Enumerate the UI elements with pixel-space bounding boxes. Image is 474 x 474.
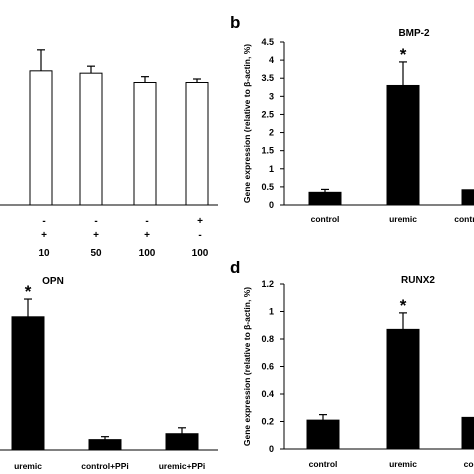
panel-d-category-label: control (464, 459, 474, 469)
panel-d-letter: d (230, 258, 240, 277)
panel-b-y-tick-label: 4.5 (261, 37, 274, 47)
panel-d-y-tick-label: 0.2 (261, 417, 274, 427)
panel-b-letter: b (230, 13, 240, 32)
panel-d-y-axis-label: Gene expression (relative to β-actin, %) (242, 287, 252, 446)
panel-a-condition-label: + (144, 230, 150, 241)
panel-b-category-label: uremic (389, 214, 417, 224)
panel-c-category-label: control+PPi (81, 461, 128, 471)
panel-d-significance-star: * (400, 296, 407, 315)
panel-d-y-tick-label: 0.8 (261, 334, 274, 344)
panel-c-title: OPN (42, 276, 64, 287)
panel-d-y-tick-label: 0.4 (261, 389, 274, 399)
panel-d-category-label: uremic (389, 459, 417, 469)
panel-d-bar (306, 419, 340, 450)
panel-a: - - - + + + + - 10 50 100 100 (0, 49, 218, 259)
panel-b-significance-star: * (400, 45, 407, 64)
panel-d: d RUNX2 Gene expression (relative to β-act… (230, 258, 474, 469)
panel-a-condition-label: - (145, 216, 148, 227)
panel-b-title: BMP-2 (398, 28, 430, 39)
panel-c-category-label: uremic (14, 461, 42, 471)
panel-b-bar (461, 189, 474, 206)
panel-b-y-tick-label: 1.5 (261, 146, 274, 156)
panel-a-condition-label: 100 (139, 248, 156, 259)
panel-d-y-tick-label: 0.6 (261, 362, 274, 372)
panel-b-bar (308, 191, 342, 206)
panel-a-condition-label: - (94, 216, 97, 227)
panel-b-y-tick-label: 1 (269, 164, 274, 174)
panel-a-condition-label: 10 (38, 248, 50, 259)
panel-b-category-label: control (311, 214, 340, 224)
panel-a-condition-label: + (93, 230, 99, 241)
panel-b-y-tick-label: 2.5 (261, 109, 274, 119)
panel-b-y-tick-label: 2 (269, 128, 274, 138)
panel-b-y-axis-label: Gene expression (relative to β-actin, %) (242, 44, 252, 203)
panel-d-title: RUNX2 (401, 275, 435, 286)
panel-a-bar (29, 70, 53, 206)
panel-d-bar (461, 416, 474, 450)
panel-b-y-tick-label: 3 (269, 91, 274, 101)
panel-a-bar (185, 82, 209, 206)
panel-b-y-tick-label: 0 (269, 200, 274, 210)
panel-a-bar (79, 72, 103, 206)
panel-d-y-tick-label: 0 (269, 444, 274, 454)
panel-d-y-tick-label: 1.2 (261, 279, 274, 289)
panel-c-category-label: uremic+PPi (159, 461, 206, 471)
panel-a-bar (133, 82, 157, 206)
panel-a-condition-label: 100 (192, 248, 209, 259)
panel-a-condition-label: - (198, 230, 201, 241)
panel-c-bar (165, 433, 199, 451)
panel-b-category-label: control+PPi (454, 214, 474, 224)
panel-d-bar (386, 328, 420, 450)
panel-b-y-tick-label: 0.5 (261, 182, 274, 192)
panel-c-bar (88, 439, 122, 451)
panel-c-significance-star: * (25, 282, 32, 301)
panel-c: OPN * uremic control+PPi uremic+PPi (0, 276, 218, 471)
panel-d-y-tick-label: 1 (269, 307, 274, 317)
panel-b: b BMP-2 Gene expression (relative to β-act… (230, 13, 474, 224)
panel-b-y-tick-label: 3.5 (261, 73, 274, 83)
panel-b-y-tick-label: 4 (269, 55, 274, 65)
panel-a-condition-label: + (41, 230, 47, 241)
panel-b-bar (386, 84, 420, 206)
panel-a-condition-label: + (197, 216, 203, 227)
panel-a-condition-label: 50 (90, 248, 102, 259)
panel-c-bar (11, 316, 45, 451)
panel-a-condition-label: - (42, 216, 45, 227)
panel-d-category-label: control (309, 459, 338, 469)
